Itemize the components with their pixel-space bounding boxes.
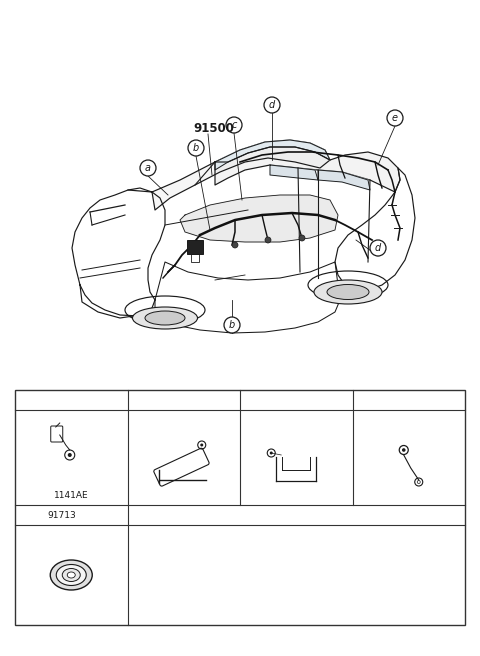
Polygon shape (215, 140, 330, 170)
Ellipse shape (145, 311, 185, 325)
Circle shape (356, 393, 370, 407)
Text: b: b (193, 143, 199, 153)
Circle shape (188, 140, 204, 156)
Circle shape (265, 237, 271, 243)
Circle shape (18, 393, 32, 407)
Circle shape (224, 317, 240, 333)
Circle shape (18, 508, 32, 522)
Circle shape (264, 97, 280, 113)
Ellipse shape (327, 285, 369, 300)
Text: a: a (145, 163, 151, 173)
Polygon shape (270, 165, 318, 180)
Ellipse shape (62, 569, 80, 581)
Circle shape (243, 393, 257, 407)
Ellipse shape (56, 565, 86, 586)
Text: 1327CB: 1327CB (287, 420, 322, 429)
Circle shape (370, 240, 386, 256)
Text: d: d (375, 243, 381, 253)
Ellipse shape (67, 572, 75, 578)
Bar (191, 254, 199, 262)
Bar (187, 240, 203, 254)
Text: d: d (269, 100, 275, 110)
Text: 1141AE: 1141AE (54, 491, 89, 499)
Text: 1141AC: 1141AC (396, 420, 432, 429)
Polygon shape (318, 170, 370, 190)
Text: 91500: 91500 (193, 121, 234, 134)
Ellipse shape (132, 307, 197, 329)
Polygon shape (128, 140, 330, 210)
Text: 1125KC: 1125KC (167, 420, 201, 429)
Text: b: b (134, 396, 140, 405)
Polygon shape (215, 147, 400, 192)
Text: 1141AE: 1141AE (59, 420, 94, 429)
Ellipse shape (314, 280, 382, 304)
Text: d: d (360, 396, 365, 405)
Text: b: b (229, 320, 235, 330)
Circle shape (68, 453, 72, 457)
Polygon shape (180, 195, 338, 242)
Circle shape (387, 110, 403, 126)
Text: 91713: 91713 (47, 510, 76, 520)
Text: e: e (392, 113, 398, 123)
Circle shape (270, 451, 273, 455)
Circle shape (232, 242, 238, 248)
Circle shape (402, 448, 406, 452)
Text: e: e (22, 510, 28, 520)
Text: a: a (22, 396, 28, 405)
Text: c: c (248, 396, 252, 405)
Circle shape (226, 117, 242, 133)
Circle shape (200, 443, 203, 447)
Text: c: c (231, 120, 237, 130)
Circle shape (140, 160, 156, 176)
Circle shape (299, 235, 305, 241)
Circle shape (131, 393, 144, 407)
Bar (15, 390, 465, 625)
Ellipse shape (50, 560, 92, 590)
